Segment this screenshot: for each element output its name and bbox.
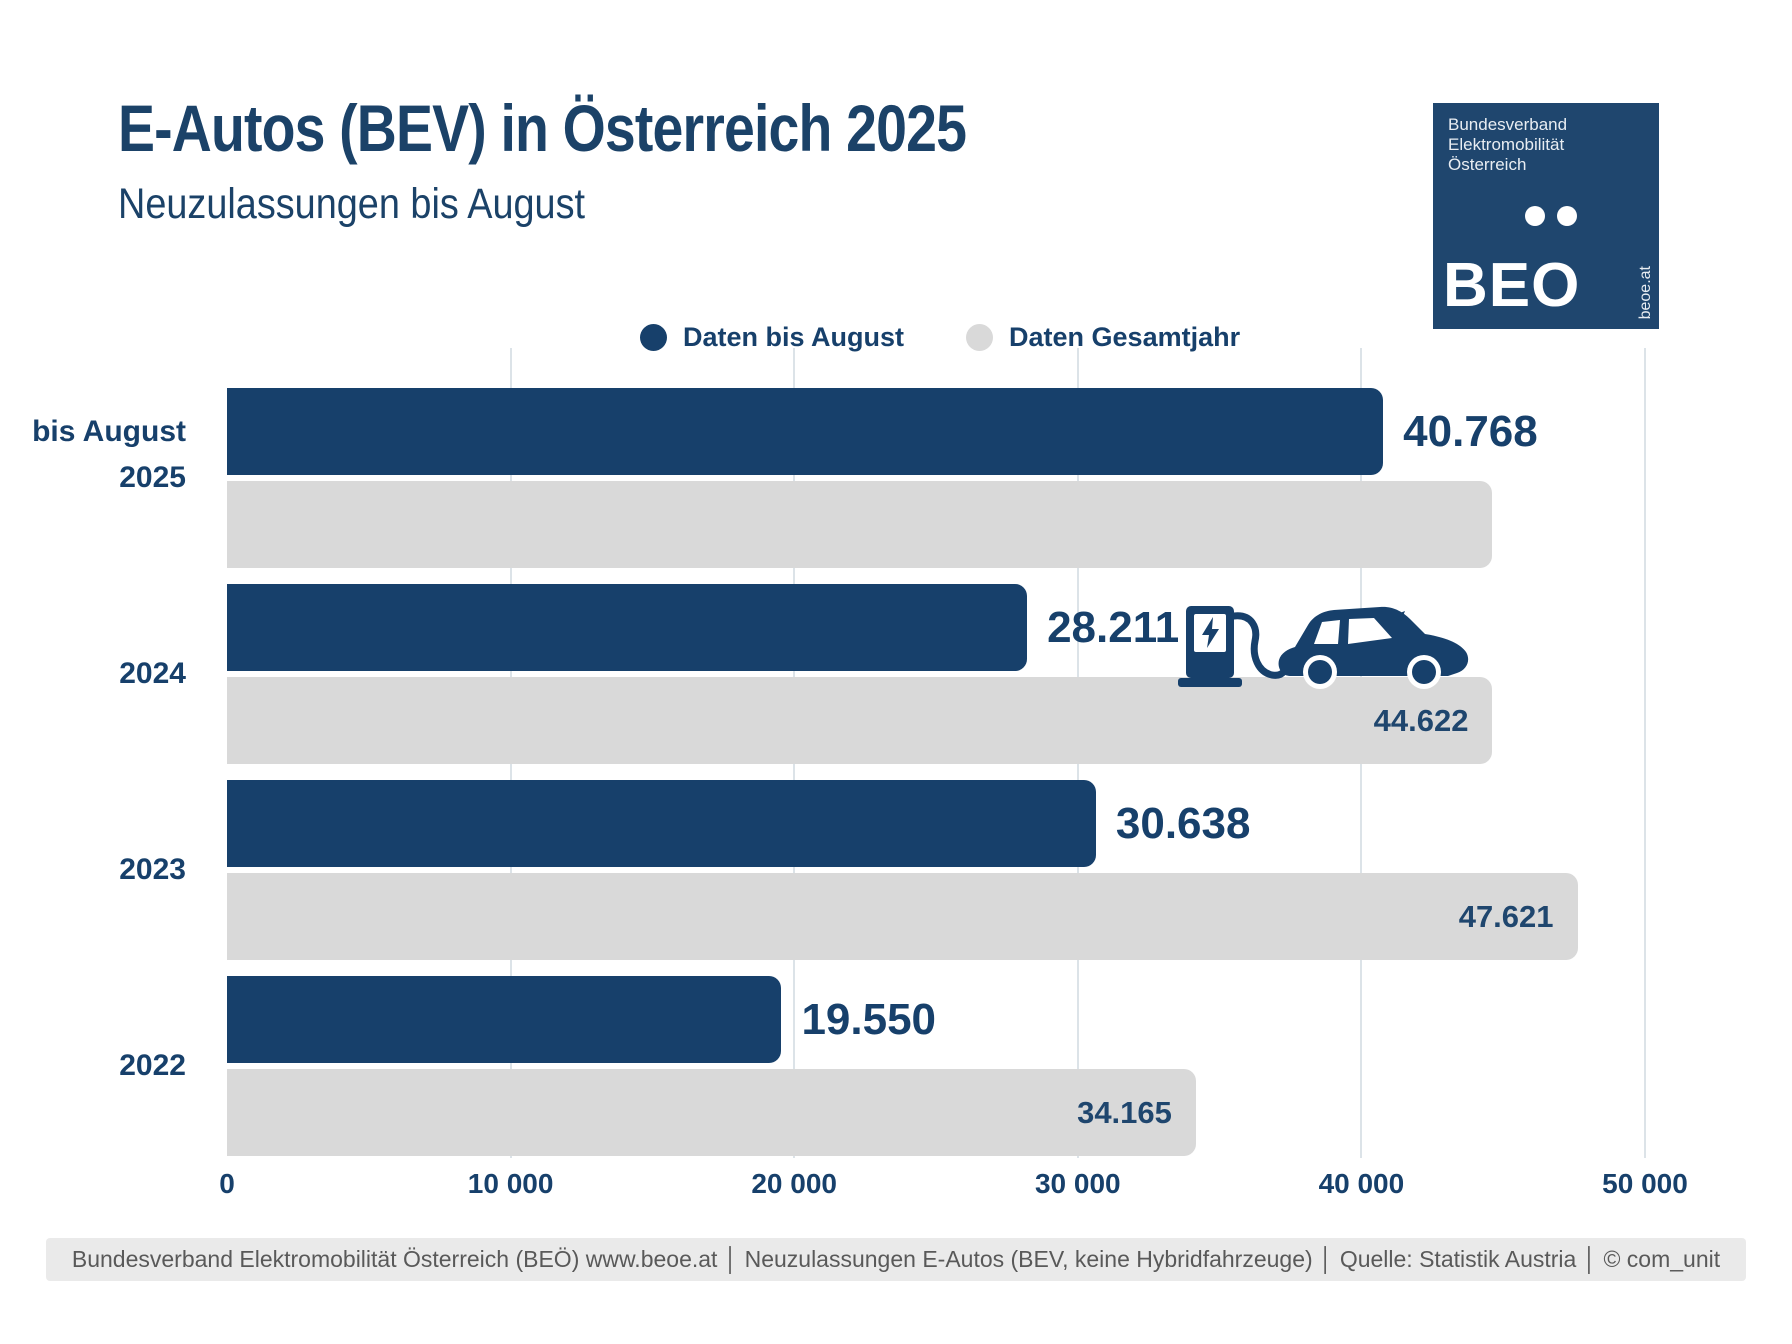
x-tick-label: 30 000 bbox=[1034, 1168, 1121, 1199]
category-label: 2023 bbox=[119, 853, 186, 886]
value-label: 19.550 bbox=[801, 994, 937, 1044]
bar-gesamtjahr-bis-August-2025 bbox=[227, 481, 1493, 568]
logo-org-name: Bundesverband Elektromobilität Österreic… bbox=[1448, 115, 1567, 175]
charging-cable bbox=[1230, 612, 1289, 679]
x-tick-label: 10 000 bbox=[467, 1168, 554, 1199]
footer-bar: Bundesverband Elektromobilität Österreic… bbox=[0, 1238, 1792, 1281]
category-label: bis August bbox=[32, 414, 186, 448]
legend-swatch-navy-icon bbox=[640, 324, 667, 351]
charging-station-icon bbox=[1178, 606, 1242, 687]
bar-bis-august-2024 bbox=[227, 584, 1028, 671]
legend-item-gesamtjahr: Daten Gesamtjahr bbox=[966, 322, 1240, 353]
legend-swatch-gray-icon bbox=[966, 324, 994, 351]
ev-charging-icon bbox=[1178, 606, 1469, 689]
value-label: 34.165 bbox=[1077, 1094, 1172, 1130]
beo-logo: Bundesverband Elektromobilität Österreic… bbox=[1433, 103, 1659, 329]
legend-item-bis-august: Daten bis August bbox=[640, 322, 904, 353]
logo-umlaut-dot bbox=[1557, 206, 1577, 226]
chart-subtitle: Neuzulassungen bis August bbox=[118, 180, 586, 228]
bar-gesamtjahr-2022 bbox=[227, 1069, 1196, 1156]
bar-bis-august-bis-August-2025 bbox=[227, 388, 1384, 475]
chart-title: E-Autos (BEV) in Österreich 2025 bbox=[118, 91, 967, 165]
logo-org-line-2: Elektromobilität bbox=[1448, 135, 1565, 154]
footer-source-text: Bundesverband Elektromobilität Österreic… bbox=[45, 1238, 1747, 1281]
x-tick-label: 20 000 bbox=[751, 1168, 837, 1199]
x-tick-label: 50 000 bbox=[1602, 1168, 1688, 1199]
value-label: 30.638 bbox=[1115, 798, 1251, 848]
category-label: 2022 bbox=[119, 1049, 186, 1082]
x-tick-label: 0 bbox=[219, 1168, 235, 1199]
category-label: 2025 bbox=[119, 461, 186, 494]
logo-org-line-3: Österreich bbox=[1448, 155, 1527, 174]
category-label: 2024 bbox=[119, 657, 186, 690]
logo-acronym: BEO bbox=[1443, 251, 1581, 320]
bar-bis-august-2023 bbox=[227, 780, 1096, 867]
value-label: 28.211 bbox=[1047, 602, 1180, 652]
legend: Daten bis August Daten Gesamtjahr bbox=[640, 322, 1240, 353]
gridline bbox=[1644, 348, 1646, 1158]
value-label: 40.768 bbox=[1403, 406, 1538, 456]
bar-gesamtjahr-2023 bbox=[227, 873, 1578, 960]
logo-umlaut-dot bbox=[1525, 206, 1545, 226]
logo-org-line-1: Bundesverband bbox=[1448, 115, 1568, 134]
bar-gesamtjahr-2024 bbox=[227, 677, 1493, 764]
legend-label: Daten Gesamtjahr bbox=[1009, 322, 1241, 352]
legend-label: Daten bis August bbox=[683, 322, 905, 352]
value-label: 47.621 bbox=[1458, 898, 1554, 934]
bar-bis-august-2022 bbox=[227, 976, 782, 1063]
car-icon bbox=[1278, 606, 1469, 689]
x-tick-label: 40 000 bbox=[1318, 1168, 1405, 1199]
value-label: 44.622 bbox=[1373, 702, 1469, 738]
